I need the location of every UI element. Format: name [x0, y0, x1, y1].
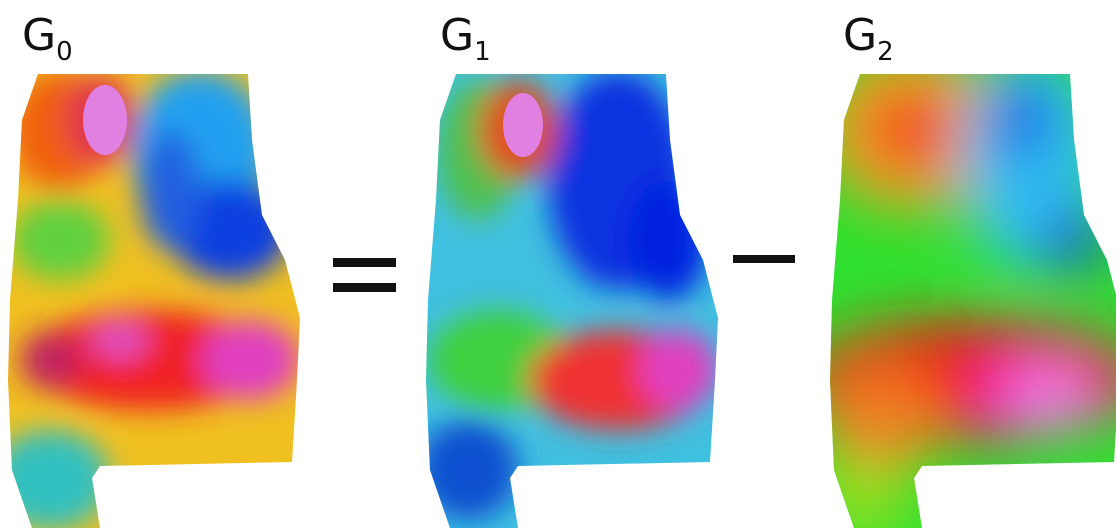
minus-sign [733, 255, 795, 263]
equals-sign [333, 283, 396, 292]
panel-label: G1 [440, 10, 491, 67]
equals-sign [333, 258, 396, 267]
label-letter: G [440, 10, 474, 61]
figure: G0 G1 G2 [0, 0, 1116, 531]
label-letter: G [843, 10, 877, 61]
subscript: 2 [877, 37, 894, 67]
map-g0 [0, 60, 310, 531]
label-letter: G [22, 10, 56, 61]
subscript: 1 [474, 37, 491, 67]
page: G0 G1 G2 [0, 0, 1116, 531]
map-g2 [802, 50, 1116, 531]
map-g1 [418, 60, 728, 531]
subscript: 0 [56, 37, 73, 67]
panel-label: G2 [843, 10, 894, 67]
panel-label: G0 [22, 10, 73, 67]
